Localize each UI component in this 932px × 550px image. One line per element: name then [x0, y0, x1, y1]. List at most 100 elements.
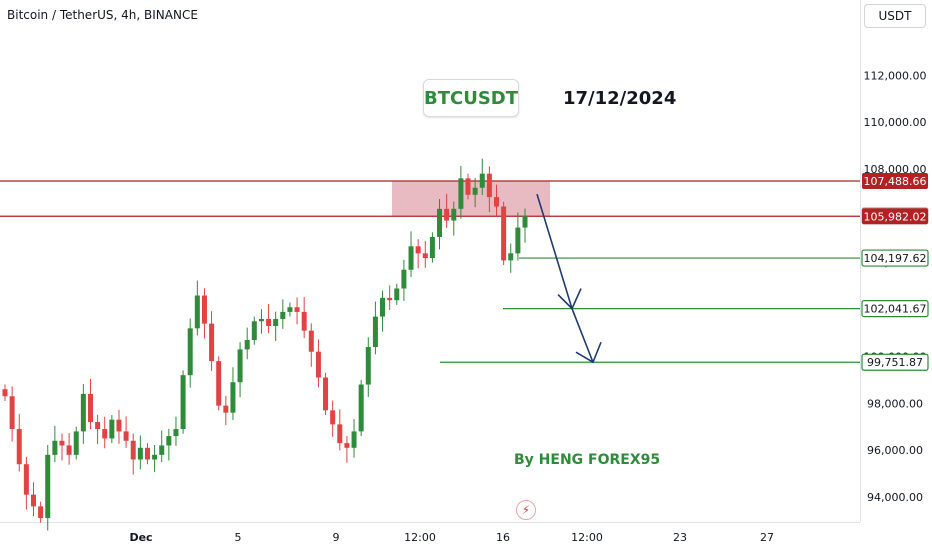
price-levels-layer — [0, 180, 860, 363]
candle-body — [16, 429, 22, 465]
resistance-price-badge — [862, 172, 928, 189]
arrowhead — [557, 288, 582, 310]
candle-body — [380, 297, 386, 317]
candles-layer — [2, 158, 528, 531]
resistance-price-badge — [862, 208, 928, 225]
currency-button[interactable]: USDT — [864, 4, 926, 28]
candle-body — [358, 384, 364, 432]
candle-body — [394, 288, 400, 301]
candle-body — [216, 361, 222, 406]
candle-body — [45, 454, 51, 519]
candle-body — [330, 410, 336, 425]
candle-body — [80, 393, 86, 432]
candle-body — [144, 447, 150, 460]
candle-body — [66, 445, 72, 455]
candle-body — [494, 197, 500, 207]
price-tick-label: ˇ — [910, 25, 914, 37]
candle-body — [479, 173, 485, 188]
lightning-icon[interactable]: ⚡︎ — [516, 500, 536, 520]
candle-body — [73, 431, 79, 455]
candle-body — [280, 311, 286, 319]
support-price-label: 99,751.87 — [867, 356, 923, 369]
candle-body — [223, 405, 229, 413]
candle-body — [465, 178, 471, 195]
time-tick-label: 16 — [496, 531, 510, 544]
price-badges-layer: 107,488.66106,002.13105,982.02104,197.62… — [861, 172, 929, 371]
support-price-label: 102,041.67 — [864, 303, 927, 316]
candle-body — [451, 208, 457, 221]
candle-body — [173, 429, 179, 437]
resistance-price-label: 105,982.02 — [864, 210, 927, 223]
candle-body — [429, 236, 435, 259]
candle-body — [130, 440, 136, 460]
candle-body — [201, 295, 207, 324]
candle-body — [294, 307, 300, 312]
price-tick-label: 94,000.00 — [867, 491, 923, 504]
candle-body — [258, 318, 264, 322]
candle-body — [351, 431, 357, 448]
candle-body — [23, 464, 29, 495]
candle-body — [408, 246, 414, 270]
candle-body — [372, 316, 378, 348]
candle-body — [323, 377, 329, 411]
time-tick-label: 9 — [333, 531, 340, 544]
time-tick-label: 23 — [673, 531, 687, 544]
candle-body — [187, 328, 193, 376]
candle-body — [209, 323, 215, 362]
candle-body — [344, 443, 350, 448]
price-tick-label: 96,000.00 — [867, 444, 923, 457]
candle-body — [444, 208, 450, 221]
candle-body — [273, 318, 279, 326]
candle-body — [137, 447, 143, 460]
candle-body — [415, 246, 421, 254]
price-tick-label: 98,000.00 — [867, 397, 923, 410]
time-tick-label: 12:00 — [571, 531, 603, 544]
author-label: By HENG FOREX95 — [514, 452, 661, 468]
candle-body — [308, 330, 314, 352]
ticker-label-box: BTCUSDT — [423, 79, 519, 117]
candle-body — [87, 393, 93, 423]
candle-body — [301, 311, 307, 331]
candle-body — [159, 445, 165, 455]
price-tick-label: 112,000.00 — [864, 69, 927, 82]
candle-body — [387, 297, 393, 301]
candle-body — [230, 382, 236, 413]
candle-body — [522, 215, 528, 228]
candle-body — [152, 454, 158, 460]
candle-body — [180, 375, 186, 430]
resistance-zone — [392, 180, 550, 217]
price-tick-label: 108,000.00 — [864, 163, 927, 176]
candle-body — [166, 436, 172, 446]
candle-body — [486, 173, 492, 198]
candle-body — [422, 253, 428, 259]
candle-body — [251, 321, 257, 341]
time-axis[interactable]: Dec 5 9 12:00 16 12:00 23 27 — [129, 531, 774, 544]
symbol-title: Bitcoin / TetherUS, 4h, BINANCE — [7, 8, 198, 22]
candle-body — [287, 307, 293, 312]
date-label: 17/12/2024 — [563, 88, 677, 109]
candle-body — [9, 396, 15, 430]
candle-body — [508, 253, 514, 261]
candle-body — [365, 347, 371, 385]
candle-body — [52, 440, 58, 455]
projection-arrow-layer — [536, 193, 602, 364]
candle-body — [515, 227, 521, 254]
candle-body — [123, 431, 129, 441]
time-tick-label: 12:00 — [404, 531, 436, 544]
candle-body — [116, 419, 122, 432]
support-price-badge — [861, 299, 929, 318]
candle-body — [2, 389, 8, 397]
candle-body — [315, 351, 321, 378]
resistance-zone-layer — [392, 180, 550, 217]
time-tick-label: 5 — [235, 531, 242, 544]
candle-body — [109, 419, 115, 439]
candle-body — [244, 340, 250, 350]
support-price-badge — [861, 249, 929, 267]
candle-body — [437, 208, 443, 237]
candle-body — [337, 424, 343, 444]
candle-body — [401, 269, 407, 289]
candle-body — [38, 506, 44, 519]
support-price-label: 104,197.62 — [864, 252, 927, 265]
candle-body — [194, 295, 200, 329]
